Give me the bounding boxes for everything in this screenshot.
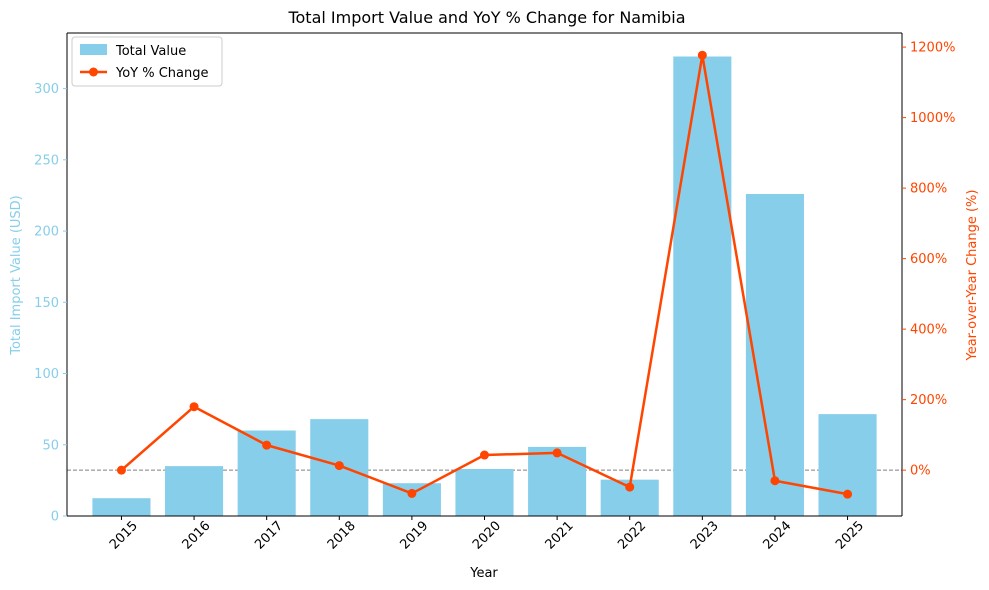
- right-tick-label: 800%: [910, 182, 947, 197]
- yoy-point-2024: [770, 476, 780, 486]
- yoy-point-2022: [625, 482, 635, 492]
- left-tick-label: 250: [34, 153, 59, 168]
- left-tick-label: 300: [34, 82, 59, 97]
- yoy-point-2015: [116, 465, 126, 475]
- bar-2021: [528, 446, 587, 516]
- left-tick-label: 150: [34, 296, 59, 311]
- x-tick-label: 2023: [688, 519, 722, 553]
- bar-2023: [673, 56, 732, 516]
- right-tick-label: 1200%: [910, 41, 955, 56]
- left-tick-label: 0: [51, 510, 59, 525]
- x-tick-label: 2020: [470, 519, 504, 553]
- legend-label-total-value: Total Value: [115, 44, 186, 59]
- yoy-point-2025: [843, 489, 853, 499]
- x-tick-label: 2021: [543, 519, 577, 553]
- yoy-point-2021: [552, 448, 562, 458]
- yoy-change-line: [120, 53, 848, 496]
- x-tick-label: 2024: [760, 519, 794, 553]
- bar-2025: [818, 414, 877, 516]
- yoy-point-2016: [189, 402, 199, 412]
- x-tick-label: 2016: [180, 519, 214, 553]
- yoy-point-2017: [262, 440, 272, 450]
- right-tick-label: 400%: [910, 323, 947, 338]
- legend-swatch-total-value: [80, 44, 107, 55]
- x-axis-label: Year: [469, 566, 498, 581]
- bar-2019: [382, 483, 441, 516]
- x-tick-label: 2018: [325, 519, 359, 553]
- yoy-point-2023: [697, 50, 707, 60]
- left-y-axis-label: Total Import Value (USD): [9, 195, 24, 356]
- yoy-point-2018: [334, 461, 344, 471]
- legend-box: [71, 36, 223, 87]
- x-tick-label: 2025: [833, 519, 867, 553]
- left-tick-label: 100: [34, 367, 59, 382]
- bar-2016: [165, 466, 224, 516]
- legend-swatch-yoy-marker: [89, 67, 98, 77]
- yoy-point-2019: [407, 488, 417, 498]
- right-tick-label: 0%: [910, 464, 931, 479]
- x-tick-label: 2017: [252, 519, 286, 553]
- x-tick-label: 2019: [397, 519, 431, 553]
- left-tick-label: 50: [42, 438, 59, 453]
- legend: Total Value YoY % Change: [71, 36, 223, 87]
- x-tick-label: 2022: [615, 519, 649, 553]
- bar-2024: [745, 194, 804, 516]
- right-tick-label: 1000%: [910, 111, 955, 126]
- bar-2015: [92, 498, 151, 516]
- chart-title: Total Import Value and YoY % Change for …: [287, 8, 685, 27]
- left-tick-label: 200: [34, 225, 59, 240]
- right-tick-label: 200%: [910, 393, 947, 408]
- x-tick-label: 2015: [107, 519, 141, 553]
- yoy-point-2020: [480, 450, 489, 460]
- right-y-axis-label: Year-over-Year Change (%): [965, 190, 980, 362]
- bar-2020: [455, 468, 514, 516]
- right-tick-label: 600%: [910, 252, 947, 267]
- legend-label-yoy-change: YoY % Change: [115, 66, 209, 81]
